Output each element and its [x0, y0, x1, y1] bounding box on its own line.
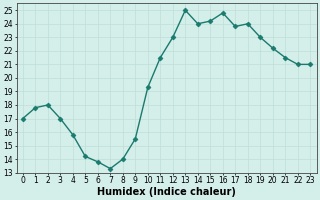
- X-axis label: Humidex (Indice chaleur): Humidex (Indice chaleur): [97, 187, 236, 197]
